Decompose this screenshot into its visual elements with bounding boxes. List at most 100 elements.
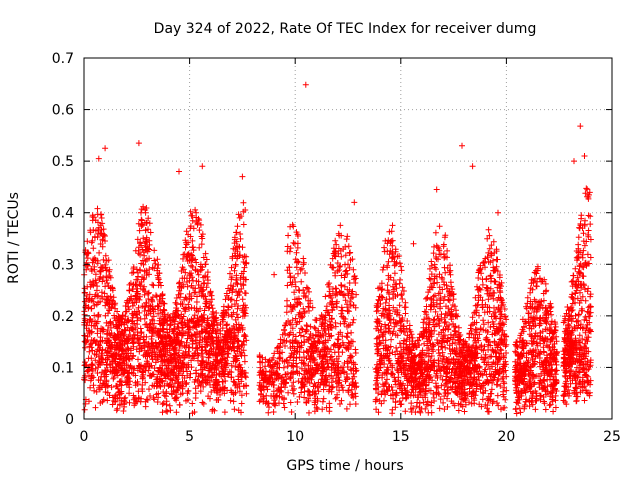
data-point	[104, 383, 111, 390]
data-point	[271, 382, 277, 388]
data-point	[229, 289, 236, 296]
data-point	[105, 310, 111, 317]
data-point	[128, 295, 135, 302]
data-point	[427, 265, 433, 272]
data-point	[93, 388, 100, 395]
data-point	[327, 261, 334, 268]
data-point	[178, 332, 185, 339]
data-point	[149, 294, 156, 301]
data-point	[151, 348, 157, 355]
data-point	[219, 325, 226, 332]
data-point	[216, 339, 223, 345]
data-point	[342, 297, 349, 304]
data-point	[332, 272, 339, 279]
data-point	[91, 312, 98, 319]
data-point	[233, 280, 240, 286]
data-point	[306, 307, 312, 314]
data-point	[92, 365, 99, 372]
data-point	[100, 396, 107, 403]
data-point	[344, 364, 351, 370]
data-point	[453, 307, 459, 314]
data-point	[517, 409, 524, 416]
data-point	[122, 303, 129, 309]
data-point	[542, 406, 549, 413]
data-point	[153, 391, 160, 398]
data-point	[133, 311, 140, 318]
data-point	[84, 283, 91, 290]
data-point	[121, 340, 128, 347]
data-point	[423, 295, 429, 302]
data-point	[90, 282, 97, 289]
data-point	[220, 309, 227, 316]
data-point	[195, 321, 202, 327]
data-point	[291, 289, 298, 296]
data-point	[128, 347, 134, 354]
data-point	[89, 340, 96, 347]
data-point	[111, 393, 118, 400]
data-point	[85, 355, 92, 362]
data-point	[191, 312, 198, 319]
data-point	[164, 408, 171, 415]
data-point	[213, 319, 220, 326]
data-point	[203, 284, 210, 291]
data-point	[223, 322, 230, 329]
data-point	[102, 368, 108, 375]
data-point	[302, 294, 309, 301]
data-point	[402, 304, 409, 311]
data-point	[317, 348, 324, 355]
data-point	[156, 340, 163, 346]
data-point	[308, 344, 315, 351]
data-point	[342, 271, 349, 278]
data-point	[183, 228, 190, 235]
data-point	[344, 323, 350, 330]
data-point	[231, 406, 238, 413]
data-point	[231, 332, 238, 339]
data-point	[172, 356, 179, 363]
data-point	[228, 362, 235, 369]
data-point	[203, 256, 210, 263]
data-point	[316, 338, 323, 345]
data-point	[188, 333, 195, 340]
data-point	[208, 374, 215, 381]
data-point	[281, 395, 287, 402]
data-point	[155, 282, 162, 289]
data-point	[324, 323, 331, 330]
data-point	[106, 268, 112, 275]
data-point	[142, 258, 149, 265]
data-point	[287, 223, 294, 230]
data-point	[243, 390, 250, 397]
data-point	[384, 282, 391, 289]
data-point	[441, 254, 448, 261]
data-point	[303, 348, 310, 354]
data-point	[166, 402, 173, 409]
data-point	[315, 329, 322, 336]
data-point	[389, 222, 396, 229]
data-point	[107, 293, 114, 300]
data-point	[270, 409, 277, 415]
data-point	[191, 305, 198, 312]
data-point	[488, 386, 495, 393]
data-point	[290, 371, 297, 378]
data-point	[181, 343, 188, 350]
data-point	[318, 363, 325, 370]
data-point	[189, 217, 196, 224]
data-point	[345, 339, 352, 346]
data-point	[321, 346, 328, 353]
data-point	[409, 386, 416, 393]
data-point	[120, 408, 127, 414]
data-point	[208, 389, 215, 395]
data-point	[256, 359, 263, 366]
data-point	[289, 362, 296, 369]
data-point	[125, 300, 132, 307]
data-point	[322, 327, 328, 334]
data-point	[338, 382, 345, 389]
data-point	[493, 263, 500, 270]
data-point	[305, 388, 312, 395]
data-point	[347, 401, 353, 408]
data-point	[195, 271, 202, 278]
data-point	[197, 305, 204, 312]
data-point	[219, 355, 226, 362]
data-point	[396, 340, 403, 347]
data-point	[286, 270, 293, 277]
data-point	[103, 277, 110, 284]
